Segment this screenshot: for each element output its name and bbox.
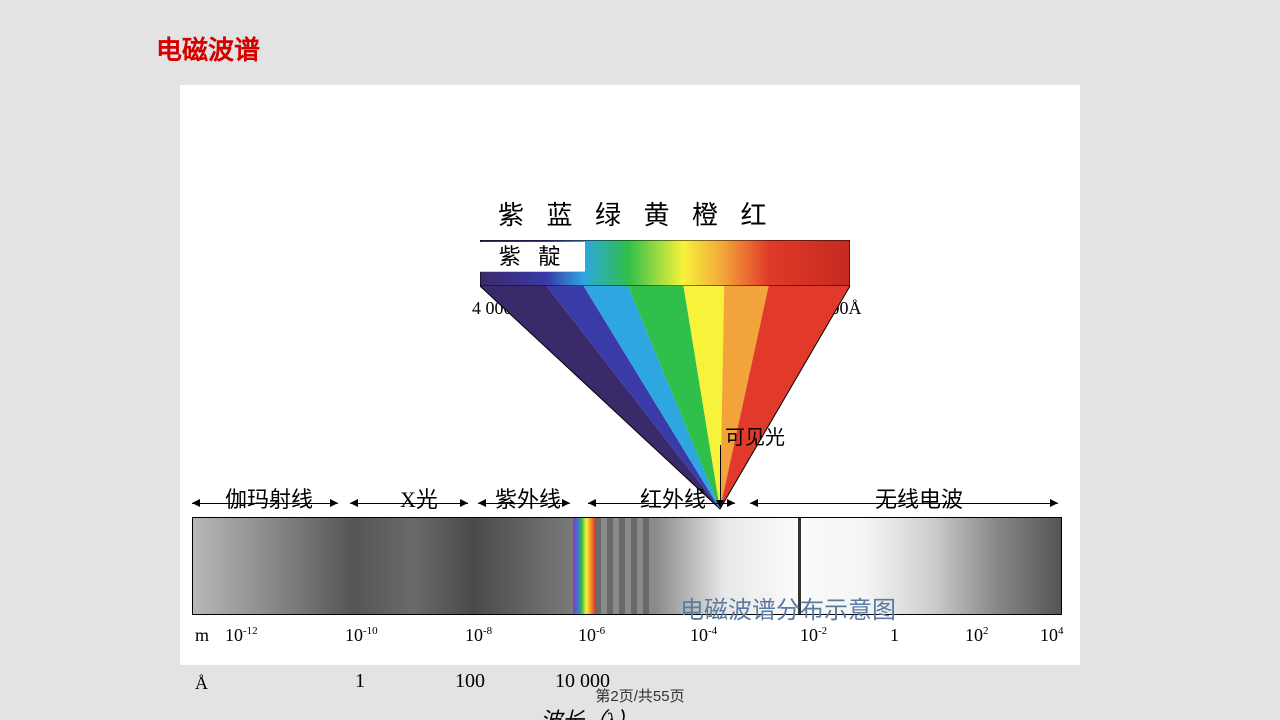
page-title: 电磁波谱 <box>156 30 260 67</box>
unit-meters: m <box>195 625 209 646</box>
band-range-arrow <box>750 503 1058 504</box>
diagram-caption: 电磁波谱分布示意图 <box>680 590 896 625</box>
visible-color-labels: 紫 蓝 绿 黄 橙 红 <box>498 195 775 232</box>
wavelength-tick-m: 1 <box>890 625 899 646</box>
band-range-arrow <box>192 503 338 504</box>
band-label: 伽玛射线 <box>225 482 313 514</box>
main-spectrum-band <box>192 517 1062 615</box>
band-label: 红外线 <box>640 482 706 514</box>
band-range-arrow <box>588 503 735 504</box>
band-label: 紫外线 <box>495 482 561 514</box>
visible-light-arrow <box>720 445 721 507</box>
band-range-arrow <box>478 503 570 504</box>
overlay-violet-indigo: 紫 靛 <box>480 242 585 272</box>
visible-light-label: 可见光 <box>725 421 785 450</box>
angstrom-tick: 4 000Å <box>472 298 526 319</box>
wavelength-tick-m: 10-10 <box>345 625 378 646</box>
page-number: 第2页/共55页 <box>0 685 1280 706</box>
wavelength-tick-m: 10-8 <box>465 625 492 646</box>
band-label: X光 <box>400 482 438 514</box>
angstrom-tick: 6 000Å <box>710 298 764 319</box>
wavelength-tick-m: 104 <box>1040 625 1064 646</box>
wavelength-tick-m: 10-2 <box>800 625 827 646</box>
wavelength-tick-m: 102 <box>965 625 989 646</box>
band-range-arrow <box>350 503 468 504</box>
wavelength-tick-m: 10-4 <box>690 625 717 646</box>
wavelength-tick-m: 10-6 <box>578 625 605 646</box>
wavelength-tick-m: 10-12 <box>225 625 258 646</box>
page: 电磁波谱 紫 蓝 绿 黄 橙 红 紫 靛 4 000Å 6 000Å 7 000Å … <box>0 0 1280 720</box>
spectrum-diagram: 紫 蓝 绿 黄 橙 红 紫 靛 4 000Å 6 000Å 7 000Å 可见光 伽… <box>180 85 1080 665</box>
angstrom-tick: 7 000Å <box>808 298 862 319</box>
band-label: 无线电波 <box>875 482 963 514</box>
